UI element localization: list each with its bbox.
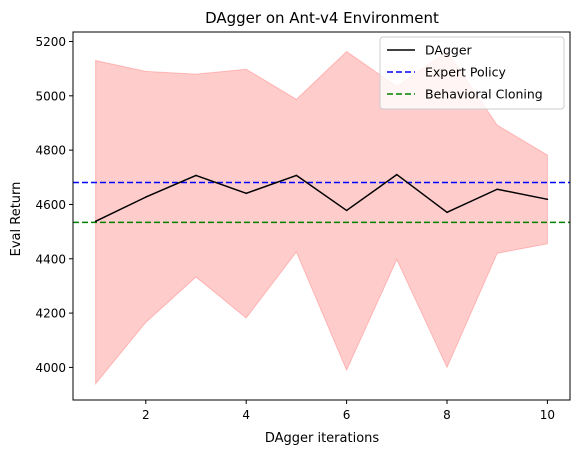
x-tick-label: 4 [242,408,250,422]
std-band [95,50,548,386]
std-band-layer [95,50,548,386]
legend: DAgger Expert Policy Behavioral Cloning [379,36,565,110]
y-tick-label: 4800 [35,144,66,158]
chart-title: DAgger on Ant-v4 Environment [205,9,439,27]
y-tick-label: 4000 [35,361,66,375]
x-axis-label: DAgger iterations [265,431,380,446]
reference-lines-layer [73,181,570,224]
y-axis-label: Eval Return [9,182,24,257]
series-line-dagger [95,173,548,222]
data-point [446,211,448,214]
x-tick-label: 2 [142,408,150,422]
data-point [396,173,398,176]
y-tick-label: 5200 [35,35,66,49]
x-tick-label: 8 [443,408,451,422]
x-tick-label: 10 [540,408,555,422]
series-layer [94,173,549,223]
legend-box [379,36,565,110]
x-tick-label: 6 [343,408,351,422]
ticks-layer: 2 4 6 8 10 4000 4200 4400 4600 4800 5000 5200 [35,35,555,422]
data-point [94,220,97,223]
legend-label: Behavioral Cloning [425,87,543,102]
plot-frame [72,31,571,401]
y-tick-label: 4600 [35,198,66,212]
y-tick-label: 4400 [35,252,66,266]
data-point [345,209,348,212]
y-tick-label: 4200 [35,307,66,321]
y-tick-label: 5000 [35,89,66,103]
data-point [496,188,499,191]
data-point [195,174,197,177]
data-point [295,174,298,177]
data-point [546,198,549,201]
axes-layer [72,31,571,401]
data-point [245,192,247,195]
legend-label: DAgger [425,43,473,58]
legend-label: Expert Policy [425,65,506,80]
data-point [144,196,147,198]
